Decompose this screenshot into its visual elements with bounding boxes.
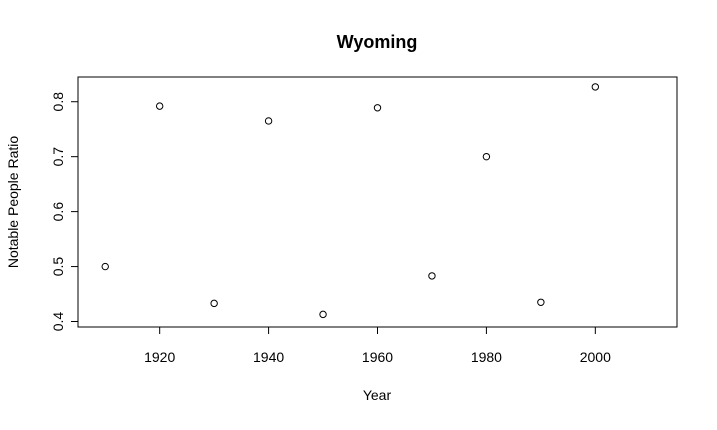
x-tick-label: 2000 <box>580 349 611 365</box>
data-point <box>428 272 436 280</box>
data-points <box>101 83 600 319</box>
y-tick-label: 0.4 <box>50 312 66 332</box>
data-point <box>319 310 327 319</box>
data-point <box>101 262 109 271</box>
y-tick-label: 0.5 <box>50 257 66 277</box>
y-axis: 0.4 0.5 0.6 0.7 0.8 <box>50 92 79 332</box>
data-point <box>537 298 545 306</box>
data-point <box>591 83 600 91</box>
x-tick-label: 1960 <box>362 349 393 365</box>
chart-title: Wyoming <box>337 32 418 52</box>
data-point <box>264 117 273 125</box>
y-tick-label: 0.6 <box>50 202 66 222</box>
x-tick-label: 1980 <box>471 349 502 365</box>
x-tick-label: 1920 <box>144 349 175 365</box>
x-tick-label: 1940 <box>253 349 284 365</box>
x-axis-label: Year <box>363 387 392 403</box>
y-axis-label: Notable People Ratio <box>5 136 21 269</box>
y-tick-label: 0.7 <box>50 147 66 167</box>
data-point <box>482 152 491 161</box>
data-point <box>210 299 218 308</box>
x-axis: 1920 1940 1960 1980 2000 <box>144 326 611 365</box>
data-point <box>373 104 382 112</box>
plot-area-border <box>77 76 678 328</box>
data-point <box>155 102 164 110</box>
y-tick-label: 0.8 <box>50 92 66 112</box>
